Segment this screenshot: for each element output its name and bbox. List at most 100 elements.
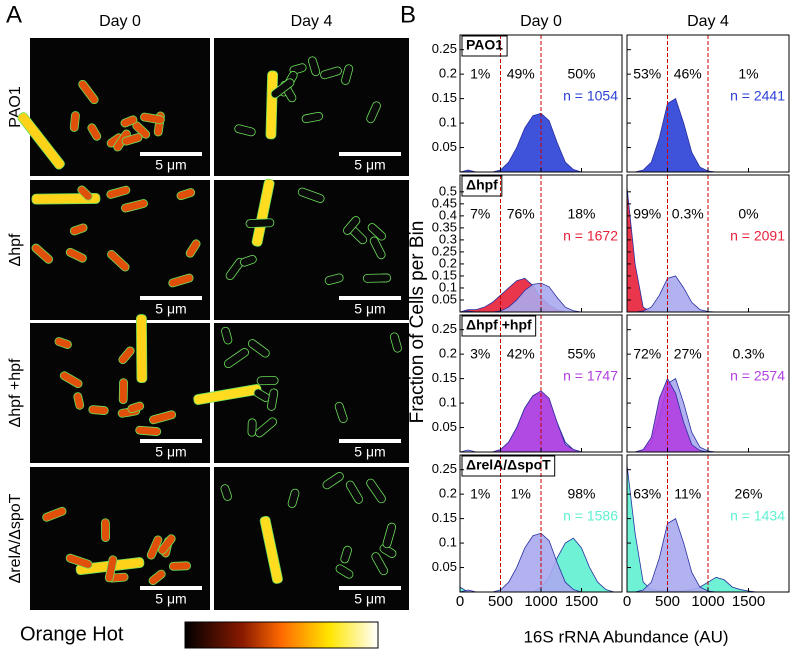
cell [140,112,165,125]
y-tick-label: 0.35 [432,219,457,234]
cell [100,518,111,542]
cell [17,112,65,170]
strain-label: Δhpf [466,177,498,193]
y-tick-label: 0.1 [439,395,457,410]
y-tick-label: 0.15 [432,510,457,525]
cell [31,243,53,264]
cell [270,78,295,99]
cell [106,185,131,199]
colorbar [184,621,379,649]
scale-bar-label: 5 μm [354,444,385,460]
x-tick-label: 500 [655,593,680,610]
cell [77,185,93,201]
percent-label: 55% [567,346,595,362]
cell [168,561,192,571]
percent-label: 1% [738,66,758,82]
y-tick-label: 0.25 [432,243,457,258]
cell [176,188,196,201]
y-tick-label: 0.05 [432,559,457,574]
cell [73,392,85,410]
n-label: n = 1747 [563,368,618,384]
cell [121,199,148,213]
cell [307,56,321,77]
cell [379,544,397,558]
percent-label: 98% [567,486,595,502]
percent-label: 0.3% [672,206,704,222]
y-tick-label: 0.4 [439,207,457,222]
strain-label: PAO1 [466,37,503,53]
row-label: Δhpf +hpf [7,358,24,428]
n-label: n = 2091 [730,228,785,244]
cell [341,64,354,85]
strain-label-box [461,315,537,337]
percent-label: 26% [734,486,762,502]
y-tick-label: 0.2 [439,66,457,81]
cell [301,111,324,124]
y-tick-label: 0.25 [432,461,457,476]
cell [334,401,348,423]
cell [223,348,249,369]
column-title: Day 0 [99,13,141,30]
cell [78,79,99,105]
cell [239,254,257,267]
cell [69,111,80,132]
cell [59,371,83,389]
percent-label: 42% [507,346,535,362]
cell [157,534,176,555]
strain-label: Δhpf +hpf [466,317,532,333]
row-label: Δhpf [7,233,24,266]
cell [265,70,278,140]
cell [185,239,201,258]
column-title: Day 0 [520,13,562,30]
x-tick-label: 1000 [524,593,557,610]
percent-label: 27% [674,346,702,362]
cell [366,478,386,504]
scale-bar-label: 5 μm [155,444,186,460]
y-axis-title: Fraction of Cells per Bin [407,221,428,424]
x-tick-label: 500 [488,593,513,610]
cell [127,401,145,414]
scale-bar-label: 5 μm [155,301,186,317]
cell [251,178,275,247]
cell [256,376,279,386]
cell [65,247,87,263]
column-title: Day 4 [687,13,729,30]
cell [54,337,72,349]
x-axis-title: 16S rRNA Abundance (AU) [523,627,728,646]
row-label: ΔrelA/ΔspoT [7,493,24,583]
cell [65,553,93,569]
percent-label: 49% [507,66,535,82]
cell [234,124,256,137]
y-tick-label: 0.5 [439,183,457,198]
y-tick-label: 0.1 [439,115,457,130]
y-tick-label: 0.2 [439,346,457,361]
strain-label-box [461,175,503,197]
cell [255,417,278,438]
percent-label: 53% [633,66,661,82]
y-tick-label: 0.3 [439,231,457,246]
scale-bar-label: 5 μm [155,157,186,173]
cell [247,339,270,358]
y-tick-label: 0.05 [432,139,457,154]
n-label: n = 2441 [730,88,785,104]
cell [135,425,162,436]
strain-label-box [461,35,508,57]
cell [120,115,138,128]
percent-label: 63% [633,486,661,502]
y-tick-label: 0.2 [439,255,457,270]
y-tick-label: 0.15 [432,267,457,282]
cell [389,332,402,353]
cell [87,123,102,141]
percent-label: 50% [567,66,595,82]
scale-bar-label: 5 μm [354,591,385,607]
n-label: n = 1586 [563,508,618,524]
cell [104,555,118,583]
cell [366,101,381,124]
panel-label: B [400,1,416,28]
y-tick-label: 0.2 [439,486,457,501]
n-label: n = 1054 [563,88,618,104]
cell [335,564,354,579]
cell [324,273,344,285]
x-tick-label: 0 [456,593,464,610]
